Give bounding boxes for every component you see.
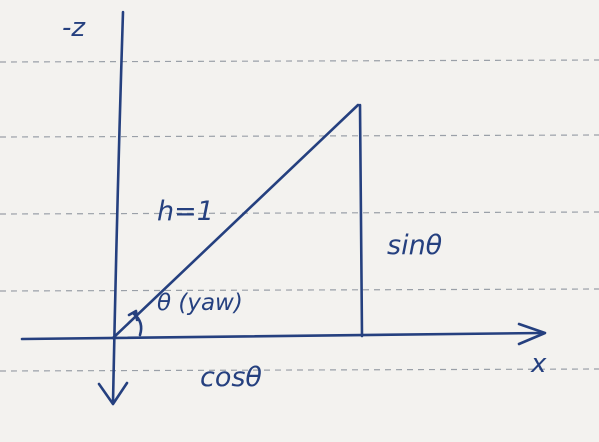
z-axis-arrowhead xyxy=(97,381,129,406)
hypotenuse-label: h=1 xyxy=(157,196,214,227)
rule-line xyxy=(0,211,599,215)
x-axis-line xyxy=(20,331,543,341)
neg-z-axis-label: -z xyxy=(62,13,86,43)
hypotenuse-line xyxy=(111,103,360,340)
notebook-rule-lines xyxy=(0,59,599,372)
opposite-side-label: sinθ xyxy=(387,230,442,261)
rule-line xyxy=(0,59,599,63)
z-axis-line xyxy=(111,10,125,405)
rule-line xyxy=(0,134,599,138)
angle-label: θ (yaw) xyxy=(157,290,243,316)
angle-arc-arrowhead xyxy=(127,309,139,322)
opposite-side-line xyxy=(358,103,364,338)
rule-line xyxy=(0,368,599,372)
rule-line xyxy=(0,288,599,292)
x-axis-arrowhead xyxy=(517,322,547,346)
x-axis-label: x xyxy=(530,349,547,379)
adjacent-side-label: cosθ xyxy=(200,362,262,393)
